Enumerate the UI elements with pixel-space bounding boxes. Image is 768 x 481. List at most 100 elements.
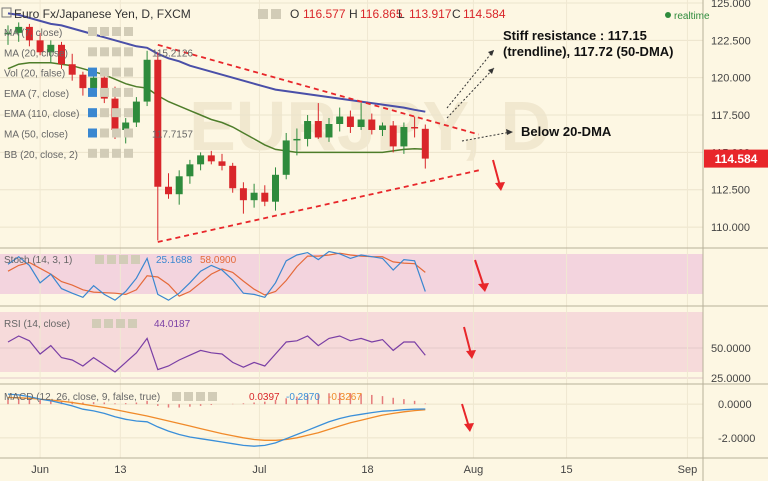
rsi-tick-label: 50.0000 [711, 343, 751, 355]
time-tick-label: Aug [464, 464, 484, 476]
last-price-tag: 114.584 [704, 149, 768, 168]
candle-body [304, 121, 312, 139]
rsi-line [7, 335, 426, 373]
annotation-arrowhead-resistance-2 [488, 68, 494, 74]
indicator-legend-icon[interactable] [88, 67, 97, 77]
indicator-legend-icon[interactable] [112, 47, 121, 57]
close-icon[interactable] [271, 9, 281, 19]
macd-format-icon[interactable] [196, 392, 205, 401]
indicator-legend-icon[interactable] [124, 148, 133, 158]
candle-body [357, 119, 365, 127]
candle-body [165, 186, 172, 195]
low-value: 113.917 [409, 7, 452, 21]
candle-body [336, 116, 344, 124]
candle-body [47, 44, 55, 53]
indicator-legend-icon[interactable] [124, 108, 133, 118]
indicator-legend-icon[interactable] [112, 148, 121, 158]
support-trendline [157, 169, 479, 243]
ma20-line [7, 61, 426, 154]
candle-body [218, 161, 226, 166]
stoch-close-icon[interactable] [131, 255, 140, 264]
indicator-legend-icon[interactable] [124, 47, 133, 57]
candle-body [122, 122, 130, 130]
rsi-legend: RSI (14, close) 44.0187 [4, 319, 191, 330]
macd-settings-icon[interactable] [172, 392, 181, 401]
indicator-legend-icon[interactable] [88, 27, 97, 36]
indicator-legend-icon[interactable] [88, 87, 97, 97]
stoch-label: Stoch (14, 3, 1) [4, 255, 72, 266]
indicator-legend-icon[interactable] [100, 27, 109, 36]
rsi-close-icon[interactable] [128, 319, 137, 328]
candle-body [293, 138, 301, 141]
bearish-arrow-price [492, 159, 501, 187]
macd-tick-label: -2.0000 [718, 433, 755, 445]
time-tick-label: 15 [560, 464, 572, 476]
indicator-legend-icon[interactable] [100, 67, 109, 77]
annotation-arrow-resistance [446, 49, 495, 109]
close-label: C [452, 7, 461, 21]
indicator-legend-icon[interactable] [100, 47, 109, 57]
rsi-visibility-icon[interactable] [104, 319, 113, 328]
indicator-legend-icon[interactable] [100, 87, 109, 97]
macd-visibility-icon[interactable] [184, 392, 193, 401]
collapse-icon[interactable] [1, 7, 12, 18]
candle-body [400, 126, 408, 147]
indicator-legend-icon[interactable] [88, 128, 97, 138]
macd-signal-line [7, 396, 426, 441]
stoch-legend: Stoch (14, 3, 1) 25.1688 58.0900 [4, 255, 237, 266]
indicator-legend-icon[interactable] [112, 128, 121, 138]
indicator-legend-icon[interactable] [100, 148, 109, 158]
indicator-legend-icon[interactable] [88, 47, 97, 57]
indicator-legend-icon[interactable] [124, 67, 133, 77]
stoch-k-line [7, 250, 426, 301]
candle-body [154, 59, 162, 187]
bearish-arrow-rsi [463, 326, 472, 355]
stoch-settings-icon[interactable] [95, 255, 104, 264]
indicator-legend-label: BB (20, close, 2) [4, 150, 78, 161]
indicator-legend-icon[interactable] [112, 87, 121, 97]
indicator-legend-icon[interactable] [100, 128, 109, 138]
candle-body [229, 165, 237, 189]
indicator-legend-label: MA (50, close) [4, 130, 68, 141]
indicator-legend-icon[interactable] [88, 108, 97, 118]
high-label: H [349, 7, 358, 21]
indicator-legend-label: EMA (7, close) [4, 89, 69, 100]
close-value: 114.584 [463, 7, 506, 21]
bearish-arrowhead-stoch [478, 283, 489, 292]
indicator-legend-value: 115.2126 [152, 48, 193, 59]
indicator-legend-icon[interactable] [112, 108, 121, 118]
trendlines [157, 43, 480, 243]
low-label: L [398, 7, 405, 21]
indicator-legend-icon[interactable] [112, 27, 121, 36]
candle-body [282, 140, 290, 175]
time-tick-label: Jul [252, 464, 266, 476]
annotation-resistance-line1: Stiff resistance : 117.15 [503, 28, 647, 43]
open-label: O [290, 7, 299, 21]
candle-body [389, 125, 397, 147]
indicator-legend-icon[interactable] [124, 87, 133, 97]
rsi-settings-icon[interactable] [92, 319, 101, 328]
last-price-value: 114.584 [715, 152, 758, 166]
ma50-line [7, 12, 426, 113]
price-tick-label: 122.500 [711, 35, 751, 47]
time-tick-label: Jun [31, 464, 49, 476]
stoch-format-icon[interactable] [119, 255, 128, 264]
indicator-legend-icon[interactable] [112, 67, 121, 77]
indicator-legend-icon[interactable] [124, 27, 133, 36]
bearish-arrowhead-macd [464, 423, 474, 432]
symbol-title: Euro Fx/Japanese Yen, D, FXCM [14, 7, 191, 21]
rsi-format-icon[interactable] [116, 319, 125, 328]
price-tick-label: 125.000 [711, 0, 751, 10]
stoch-k-value: 25.1688 [156, 255, 193, 266]
indicator-legend-icon[interactable] [88, 148, 97, 158]
indicator-legend-label: MA (20, close) [4, 48, 68, 59]
bearish-arrowhead-rsi [466, 350, 476, 359]
stoch-visibility-icon[interactable] [107, 255, 116, 264]
indicator-legend-icon[interactable] [100, 108, 109, 118]
macd-close-icon[interactable] [208, 392, 217, 401]
indicator-legend-icon[interactable] [124, 128, 133, 138]
header-icons [258, 9, 281, 19]
settings-icon[interactable] [258, 9, 268, 19]
bearish-arrow-stoch [474, 259, 485, 288]
time-tick-label: Sep [678, 464, 698, 476]
